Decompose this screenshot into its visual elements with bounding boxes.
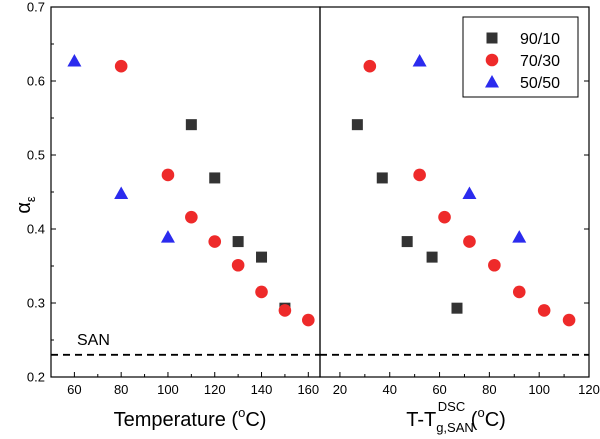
x-title-right-subscript: g,SAN <box>436 420 474 435</box>
point-90-10-p1 <box>232 236 244 248</box>
point-70-30-p1 <box>161 168 175 182</box>
x-title-left-unit: C) <box>245 409 266 431</box>
point-70-30-p2 <box>363 59 377 73</box>
point-70-30-p1 <box>255 285 268 299</box>
y-axis-subscript: ε <box>23 196 38 202</box>
x-title-left-degree: o <box>238 405 245 420</box>
x-tick-label-p1: 140 <box>251 382 273 397</box>
panel-frame-1 <box>50 6 321 378</box>
point-70-30-p2 <box>413 168 426 182</box>
san-annotation: SAN <box>77 332 110 349</box>
point-90-10-p2 <box>401 236 413 248</box>
x-axis-title-left: Temperature (oC) <box>114 405 267 431</box>
point-70-30-p2 <box>438 210 451 224</box>
y-axis-title: αε <box>13 196 38 214</box>
point-90-10-p2 <box>351 119 363 131</box>
legend-marker-90-10 <box>486 32 498 44</box>
y-axis-symbol: α <box>13 202 35 214</box>
point-50-50-p1 <box>114 186 129 199</box>
x-tick-label-p2: 20 <box>333 382 347 397</box>
legend-label-90-10: 90/10 <box>520 31 560 48</box>
x-title-left-main: Temperature ( <box>114 409 239 431</box>
x-tick-label-p2: 100 <box>528 382 550 397</box>
point-70-30-p2 <box>512 285 526 299</box>
point-90-10-p2 <box>376 172 388 184</box>
point-70-30-p1 <box>302 313 315 327</box>
y-tick-label: 0.6 <box>27 74 45 89</box>
point-70-30-p2 <box>488 258 501 272</box>
axis-ticks: 60 80 100 120 140 160 20 40 60 80 100 120 0.2 0.3 0.4 0… <box>27 0 600 397</box>
x-tick-label-p1: 160 <box>297 382 319 397</box>
x-tick-label-p2: 80 <box>482 382 496 397</box>
legend-label-70-30: 70/30 <box>520 53 560 70</box>
legend-box <box>462 16 579 98</box>
point-70-30-p2 <box>537 304 551 317</box>
legend-label-50-50: 50/50 <box>520 75 560 92</box>
x-tick-label-p1: 60 <box>67 382 81 397</box>
x-tick-label-p1: 100 <box>157 382 179 397</box>
x-title-right-paren: ( <box>465 409 478 431</box>
point-50-50-p2 <box>412 54 427 67</box>
x-tick-label-p1: 80 <box>114 382 128 397</box>
legend-marker-50-50 <box>485 75 499 88</box>
point-70-30-p1 <box>278 304 292 317</box>
x-title-right-main: T-T <box>406 409 436 431</box>
x-tick-label-p2: 120 <box>578 382 600 397</box>
data-points <box>67 54 576 327</box>
y-tick-label: 0.7 <box>27 0 45 15</box>
point-70-30-p1 <box>185 210 198 224</box>
svg-text:αε: αε <box>13 196 38 214</box>
y-tick-label: 0.3 <box>27 296 45 311</box>
x-axis-title-right: T-Tg,SAN DSC (oC) <box>406 399 506 435</box>
legend-marker-70-30 <box>485 53 499 67</box>
y-tick-label: 0.5 <box>27 148 45 163</box>
x-title-right-superscript: DSC <box>438 399 465 414</box>
x-tick-label-p1: 120 <box>204 382 226 397</box>
point-70-30-p1 <box>114 59 128 73</box>
point-90-10-p2 <box>426 251 438 263</box>
x-title-right-degree: o <box>477 405 484 420</box>
point-70-30-p1 <box>208 235 222 248</box>
legend: 90/10 70/30 50/50 <box>462 16 579 98</box>
point-90-10-p2 <box>451 302 463 314</box>
point-90-10-p1 <box>185 119 197 131</box>
point-50-50-p2 <box>512 230 527 243</box>
point-50-50-p1 <box>160 230 175 243</box>
x-tick-label-p2: 40 <box>383 382 397 397</box>
point-70-30-p1 <box>231 258 245 272</box>
x-tick-label-p2: 60 <box>432 382 446 397</box>
panel-frame-2 <box>319 6 590 378</box>
x-title-right-unit: C) <box>485 409 506 431</box>
y-tick-label: 0.4 <box>27 222 45 237</box>
point-70-30-p2 <box>463 235 476 248</box>
point-90-10-p1 <box>256 251 268 263</box>
point-90-10-p1 <box>209 172 221 184</box>
point-50-50-p1 <box>67 54 82 67</box>
point-50-50-p2 <box>462 186 477 199</box>
point-70-30-p2 <box>562 313 576 327</box>
y-tick-label: 0.2 <box>27 370 45 385</box>
